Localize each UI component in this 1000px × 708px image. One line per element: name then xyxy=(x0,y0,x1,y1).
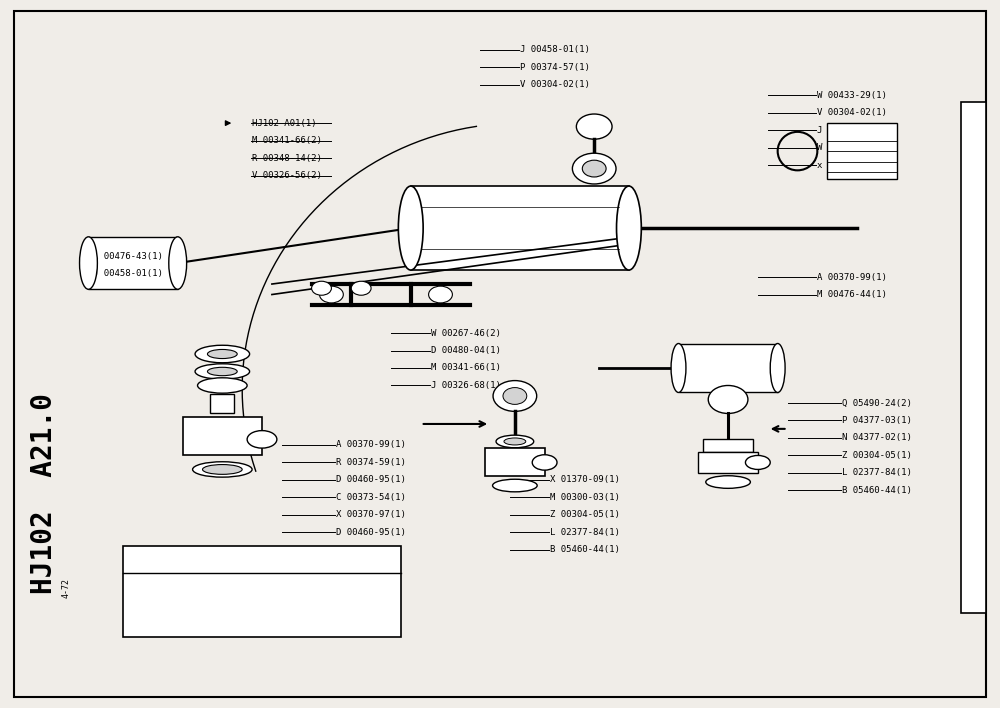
Text: X 00370-97(1): X 00370-97(1) xyxy=(336,510,406,520)
Text: W 00433-29(1): W 00433-29(1) xyxy=(817,91,887,100)
Ellipse shape xyxy=(770,343,785,392)
Text: R 00348-14(2): R 00348-14(2) xyxy=(252,154,322,163)
Ellipse shape xyxy=(193,462,252,477)
Text: V 00326-56(2): V 00326-56(2) xyxy=(252,171,322,180)
Circle shape xyxy=(503,387,527,404)
Text: L 02377-84(1): L 02377-84(1) xyxy=(550,528,619,537)
Ellipse shape xyxy=(504,438,526,445)
Text: L 00476-43(1): L 00476-43(1) xyxy=(93,251,163,261)
Text: R 00374-59(1): R 00374-59(1) xyxy=(336,458,406,467)
Text: W 00267-46(2): W 00267-46(2) xyxy=(431,329,500,338)
Text: J 00452-03(1): J 00452-03(1) xyxy=(817,125,887,135)
Text: Z 00304-05(1): Z 00304-05(1) xyxy=(550,510,619,520)
Circle shape xyxy=(582,160,606,177)
Circle shape xyxy=(493,381,537,411)
Text: BOOM CYLINDER: BOOM CYLINDER xyxy=(163,595,233,603)
Bar xyxy=(210,394,234,413)
Text: D 00460-95(1): D 00460-95(1) xyxy=(336,476,406,484)
Text: L 02377-84(1): L 02377-84(1) xyxy=(842,469,912,477)
Text: X 01370-09(1): X 01370-09(1) xyxy=(550,476,619,484)
Text: P 04377-03(1): P 04377-03(1) xyxy=(842,416,912,425)
Circle shape xyxy=(429,286,452,303)
Text: J 00458-01(1): J 00458-01(1) xyxy=(520,45,590,54)
Circle shape xyxy=(312,281,331,295)
Text: GATO DE PLUMA: GATO DE PLUMA xyxy=(163,622,233,632)
Text: P 00374-57(1): P 00374-57(1) xyxy=(520,62,590,72)
Bar xyxy=(827,123,897,179)
Circle shape xyxy=(576,114,612,139)
Text: X  XX  XXX-XX: X XX XXX-XX xyxy=(133,556,221,567)
Ellipse shape xyxy=(671,343,686,392)
Text: T  C1025: T C1025 xyxy=(262,612,316,622)
Ellipse shape xyxy=(169,236,187,290)
Text: M 00300-03(1): M 00300-03(1) xyxy=(550,493,619,502)
Ellipse shape xyxy=(207,350,237,358)
Text: M 00476-44(1): M 00476-44(1) xyxy=(817,290,887,299)
Bar xyxy=(961,102,986,613)
Text: M 00341-66(1): M 00341-66(1) xyxy=(431,363,500,372)
Text: J 00458-01(1): J 00458-01(1) xyxy=(93,269,163,278)
Ellipse shape xyxy=(247,430,277,448)
Text: A 00370-99(1): A 00370-99(1) xyxy=(336,440,406,450)
Ellipse shape xyxy=(398,186,423,270)
Text: HJ102  A21.0: HJ102 A21.0 xyxy=(30,394,58,595)
Circle shape xyxy=(708,385,748,413)
Ellipse shape xyxy=(496,435,534,447)
Text: N 04377-02(1): N 04377-02(1) xyxy=(842,433,912,442)
Text: Z 00304-05(1): Z 00304-05(1) xyxy=(842,451,912,460)
Text: V 00304-02(1): V 00304-02(1) xyxy=(817,108,887,117)
Bar xyxy=(123,547,401,637)
Text: M 00341-66(2): M 00341-66(2) xyxy=(252,136,322,145)
Text: HJ102 A01(1): HJ102 A01(1) xyxy=(252,119,317,127)
Circle shape xyxy=(351,281,371,295)
Ellipse shape xyxy=(532,455,557,470)
Bar xyxy=(678,343,778,392)
Circle shape xyxy=(320,286,343,303)
Ellipse shape xyxy=(195,364,250,379)
Text: VERIN DE FLECHE: VERIN DE FLECHE xyxy=(163,581,243,589)
Text: D 00460-95(1): D 00460-95(1) xyxy=(336,528,406,537)
Text: J 00326-68(1): J 00326-68(1) xyxy=(431,381,500,390)
Ellipse shape xyxy=(207,367,237,376)
Ellipse shape xyxy=(706,476,750,489)
Text: AUSLEGER ZYLINDER: AUSLEGER ZYLINDER xyxy=(163,608,254,617)
Bar xyxy=(698,452,758,473)
Text: Q 05490-24(2): Q 05490-24(2) xyxy=(842,399,912,408)
Text: V 00304-02(1): V 00304-02(1) xyxy=(520,80,590,89)
Text: 4-72: 4-72 xyxy=(61,578,70,598)
Text: D 00480-04(1): D 00480-04(1) xyxy=(431,346,500,355)
Text: B 05460-44(1): B 05460-44(1) xyxy=(842,486,912,495)
Ellipse shape xyxy=(617,186,641,270)
Text: W 00381-31(1): W 00381-31(1) xyxy=(817,143,887,152)
Text: A 00370-99(1): A 00370-99(1) xyxy=(817,273,887,282)
Bar xyxy=(411,186,629,270)
Text: B 05460-44(1): B 05460-44(1) xyxy=(550,545,619,554)
Ellipse shape xyxy=(493,479,537,492)
Text: C 00373-54(1): C 00373-54(1) xyxy=(336,493,406,502)
Bar xyxy=(485,448,545,476)
Bar xyxy=(703,440,753,452)
Ellipse shape xyxy=(202,464,242,474)
Ellipse shape xyxy=(745,455,770,469)
Circle shape xyxy=(572,153,616,184)
Text: x xxxxx-xx(1): x xxxxx-xx(1) xyxy=(817,161,887,170)
Ellipse shape xyxy=(198,378,247,393)
Ellipse shape xyxy=(195,346,250,362)
Ellipse shape xyxy=(80,236,97,290)
Bar xyxy=(183,417,262,455)
Bar xyxy=(88,236,178,290)
